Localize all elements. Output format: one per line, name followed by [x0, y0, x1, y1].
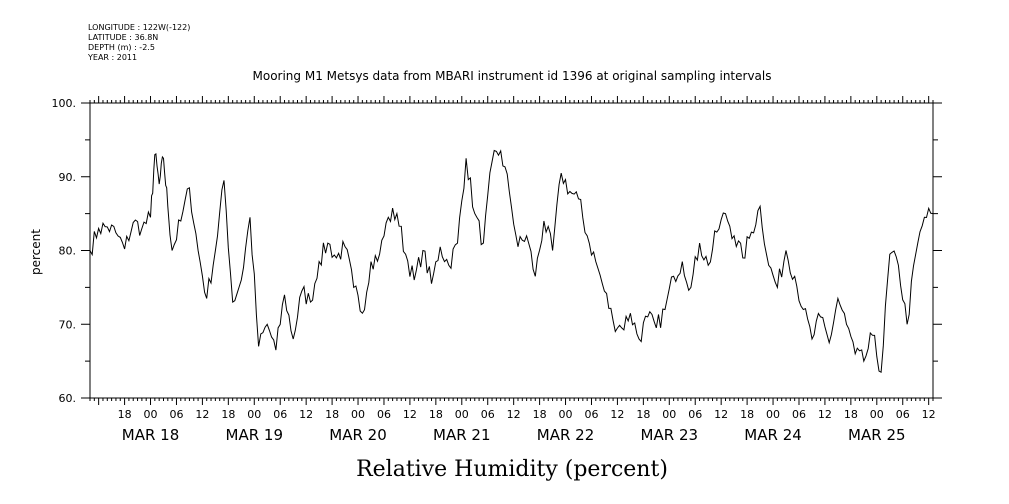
meta-longitude: LONGITUDE : 122W(-122) — [88, 23, 190, 32]
chart-title: Mooring M1 Metsys data from MBARI instru… — [253, 69, 772, 83]
x-tick-label: 18 — [429, 408, 443, 421]
x-day-label: MAR 18 — [122, 426, 179, 444]
x-tick-label: 12 — [714, 408, 728, 421]
x-tick-label: 06 — [584, 408, 598, 421]
x-day-label: MAR 21 — [433, 426, 490, 444]
x-tick-label: 12 — [195, 408, 209, 421]
y-axis: 60. 70. 80. 90. 100. — [52, 97, 942, 405]
x-tick-label: 06 — [377, 408, 391, 421]
x-tick-label: 06 — [896, 408, 910, 421]
y-tick-label: 70. — [59, 318, 77, 331]
x-axis: 18 00 06 12 18 00 06 12 18 00 06 12 18 00 06 12 18 00 06 12… — [89, 96, 936, 421]
x-day-label: MAR 20 — [329, 426, 386, 444]
x-tick-label: 18 — [325, 408, 339, 421]
y-tick-label: 90. — [59, 171, 77, 184]
x-tick-label: 18 — [636, 408, 650, 421]
x-tick-label: 00 — [247, 408, 261, 421]
metadata-block: LONGITUDE : 122W(-122) LATITUDE : 36.8N … — [87, 23, 190, 62]
x-tick-label: 18 — [844, 408, 858, 421]
meta-year: YEAR : 2011 — [87, 53, 137, 62]
x-tick-label: 12 — [610, 408, 624, 421]
x-tick-label: 12 — [299, 408, 313, 421]
x-tick-label: 12 — [818, 408, 832, 421]
x-tick-label: 00 — [870, 408, 884, 421]
meta-depth: DEPTH (m) : -2.5 — [88, 43, 155, 52]
x-tick-label: 00 — [455, 408, 469, 421]
x-tick-label: 18 — [533, 408, 547, 421]
x-day-label: MAR 25 — [848, 426, 905, 444]
x-tick-label: 12 — [507, 408, 521, 421]
meta-latitude: LATITUDE : 36.8N — [88, 33, 158, 42]
x-day-label: MAR 23 — [641, 426, 698, 444]
x-tick-label: 06 — [169, 408, 183, 421]
x-tick-label: 18 — [118, 408, 132, 421]
x-tick-label: 18 — [221, 408, 235, 421]
x-tick-label: 00 — [559, 408, 573, 421]
x-axis-label: Relative Humidity (percent) — [356, 457, 668, 482]
x-tick-label: 06 — [688, 408, 702, 421]
y-tick-label: 60. — [59, 392, 77, 405]
x-day-label: MAR 22 — [537, 426, 594, 444]
humidity-series-line — [89, 149, 934, 374]
series-layer — [89, 149, 934, 374]
y-axis-label: percent — [29, 229, 43, 275]
x-tick-label: 00 — [144, 408, 158, 421]
x-tick-label: 12 — [403, 408, 417, 421]
x-tick-label: 00 — [766, 408, 780, 421]
x-tick-label: 18 — [740, 408, 754, 421]
x-tick-label: 00 — [662, 408, 676, 421]
x-tick-label: 00 — [351, 408, 365, 421]
y-tick-label: 100. — [52, 97, 77, 110]
x-tick-label: 06 — [792, 408, 806, 421]
x-tick-label: 06 — [273, 408, 287, 421]
x-day-labels: MAR 18 MAR 19 MAR 20 MAR 21 MAR 22 MAR 23 MAR … — [122, 426, 906, 444]
plot-frame — [89, 102, 934, 399]
x-tick-label: 12 — [922, 408, 936, 421]
y-tick-label: 80. — [59, 245, 77, 258]
x-day-label: MAR 19 — [226, 426, 283, 444]
x-day-label: MAR 24 — [744, 426, 801, 444]
x-tick-label: 06 — [481, 408, 495, 421]
